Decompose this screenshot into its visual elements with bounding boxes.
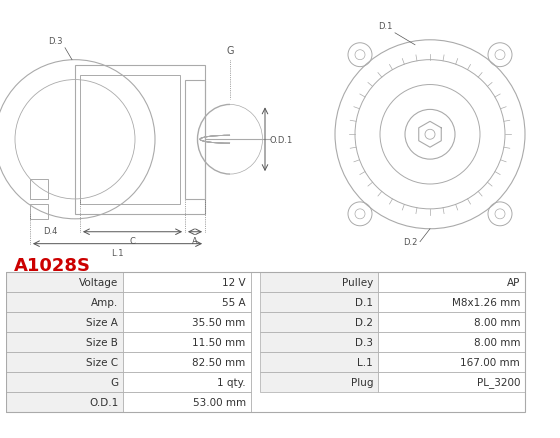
Text: 53.00 mm: 53.00 mm bbox=[193, 397, 246, 407]
Bar bbox=[260, 372, 378, 392]
Bar bbox=[6, 312, 250, 332]
Bar bbox=[6, 312, 123, 332]
Bar bbox=[378, 332, 525, 352]
Text: PL_3200: PL_3200 bbox=[477, 377, 520, 387]
Text: 167.00 mm: 167.00 mm bbox=[460, 357, 520, 367]
Text: 82.50 mm: 82.50 mm bbox=[193, 357, 246, 367]
Bar bbox=[378, 352, 525, 372]
Text: A: A bbox=[192, 236, 198, 245]
Bar bbox=[80, 75, 180, 205]
Text: 8.00 mm: 8.00 mm bbox=[474, 317, 520, 327]
Bar bbox=[6, 293, 250, 312]
Bar bbox=[378, 272, 525, 293]
Text: D.2: D.2 bbox=[403, 237, 417, 246]
Text: O.D.1: O.D.1 bbox=[89, 397, 118, 407]
Bar bbox=[6, 372, 123, 392]
Text: D.4: D.4 bbox=[43, 226, 57, 235]
Text: D.2: D.2 bbox=[355, 317, 373, 327]
Bar bbox=[260, 312, 378, 332]
Text: AP: AP bbox=[507, 278, 520, 287]
Bar bbox=[123, 392, 250, 412]
Text: Size A: Size A bbox=[86, 317, 118, 327]
Bar bbox=[6, 272, 123, 293]
Text: Size B: Size B bbox=[86, 337, 118, 347]
Bar bbox=[378, 372, 525, 392]
Text: D.1: D.1 bbox=[355, 297, 373, 307]
Bar bbox=[123, 293, 250, 312]
Bar bbox=[123, 352, 250, 372]
Bar bbox=[123, 272, 250, 293]
Bar bbox=[6, 372, 250, 392]
Text: L.1: L.1 bbox=[357, 357, 373, 367]
Bar bbox=[6, 332, 123, 352]
Text: G: G bbox=[226, 46, 234, 56]
Bar bbox=[6, 272, 250, 293]
Text: D.3: D.3 bbox=[48, 37, 62, 46]
Text: Voltage: Voltage bbox=[79, 278, 118, 287]
Text: D.1: D.1 bbox=[378, 22, 392, 31]
Bar bbox=[30, 180, 48, 199]
Bar bbox=[378, 312, 525, 332]
Bar bbox=[6, 332, 250, 352]
Text: D.3: D.3 bbox=[355, 337, 373, 347]
Bar bbox=[6, 392, 250, 412]
Text: 11.50 mm: 11.50 mm bbox=[193, 337, 246, 347]
Text: Amp.: Amp. bbox=[91, 297, 118, 307]
Bar bbox=[6, 352, 250, 372]
Bar bbox=[6, 352, 123, 372]
Bar bbox=[185, 81, 205, 199]
Bar bbox=[6, 293, 123, 312]
Bar bbox=[6, 272, 525, 412]
Bar bbox=[260, 293, 378, 312]
Text: O.D.1: O.D.1 bbox=[270, 135, 293, 145]
Bar bbox=[260, 332, 378, 352]
Text: M8x1.26 mm: M8x1.26 mm bbox=[452, 297, 520, 307]
Text: 8.00 mm: 8.00 mm bbox=[474, 337, 520, 347]
Text: Pulley: Pulley bbox=[342, 278, 373, 287]
Text: A1028S: A1028S bbox=[13, 257, 91, 275]
Text: 12 V: 12 V bbox=[222, 278, 246, 287]
Bar bbox=[260, 352, 378, 372]
Bar bbox=[378, 293, 525, 312]
Bar bbox=[260, 272, 378, 293]
Bar bbox=[30, 205, 48, 219]
Text: Plug: Plug bbox=[351, 377, 373, 387]
Bar bbox=[123, 372, 250, 392]
Text: G: G bbox=[110, 377, 118, 387]
Text: L.1: L.1 bbox=[111, 248, 123, 257]
Text: 1 qty.: 1 qty. bbox=[217, 377, 246, 387]
Text: C: C bbox=[129, 236, 135, 245]
Text: 55 A: 55 A bbox=[222, 297, 246, 307]
Bar bbox=[6, 392, 123, 412]
Text: Size C: Size C bbox=[86, 357, 118, 367]
Text: 35.50 mm: 35.50 mm bbox=[193, 317, 246, 327]
Bar bbox=[123, 332, 250, 352]
Bar bbox=[123, 312, 250, 332]
